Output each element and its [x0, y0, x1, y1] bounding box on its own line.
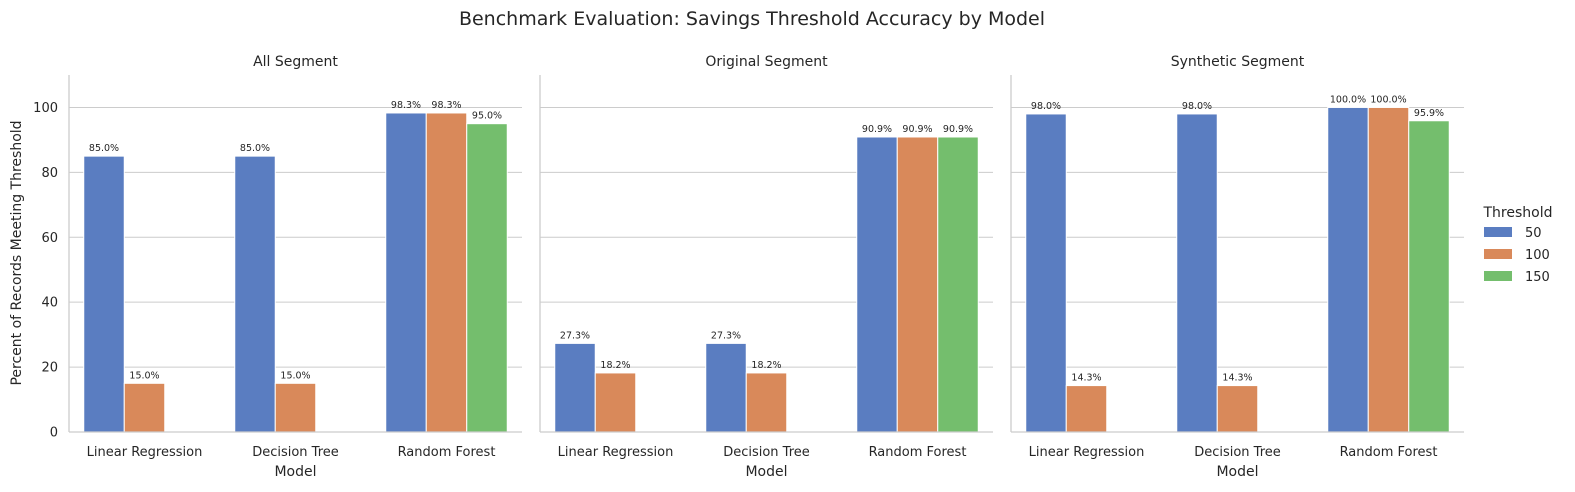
- bar: [274, 382, 317, 433]
- bar: [385, 112, 427, 433]
- panel-2: Original Segment 27.3% 27.3% 90.9% 18.2% 18.2…: [539, 54, 993, 480]
- legend-swatch: [1484, 227, 1512, 237]
- panel-1: All Segment 85.0% 85.0% 98.3% 15.0% 15.0% 98.3…: [33, 54, 522, 480]
- x-tick-label: Decision Tree: [1194, 445, 1281, 460]
- bar-label: 18.2%: [751, 360, 781, 371]
- bar: [745, 372, 788, 433]
- panels: All Segment 85.0% 85.0% 98.3% 15.0% 15.0% 98.3…: [33, 54, 1464, 480]
- bar: [896, 136, 939, 433]
- bar: [1025, 113, 1067, 433]
- bar: [1408, 120, 1450, 433]
- bar-label: 18.2%: [600, 360, 630, 371]
- x-tick-label: Random Forest: [869, 445, 967, 460]
- panel-title: All Segment: [253, 54, 338, 70]
- bar-label: 98.3%: [431, 100, 461, 111]
- bar: [856, 136, 898, 433]
- bar-label: 98.0%: [1031, 101, 1061, 112]
- bar: [594, 372, 637, 433]
- x-tick-label: Decision Tree: [723, 445, 810, 460]
- bar-label: 15.0%: [280, 370, 310, 381]
- y-tick-label: 0: [50, 426, 58, 441]
- bar-label: 98.0%: [1182, 101, 1212, 112]
- y-tick-label: 60: [41, 231, 58, 246]
- bar-label: 27.3%: [560, 330, 590, 341]
- legend-item-label: 50: [1525, 226, 1542, 241]
- x-tick-label: Decision Tree: [252, 445, 339, 460]
- bar: [937, 136, 979, 433]
- legend-swatch: [1484, 271, 1512, 281]
- bar-label: 95.0%: [472, 111, 502, 122]
- panel-3: Synthetic Segment 98.0% 98.0% 100.0% 14.3% 14…: [1010, 54, 1464, 480]
- x-tick-label: Random Forest: [1340, 445, 1438, 460]
- bar-label: 15.0%: [129, 370, 159, 381]
- x-tick-label: Linear Regression: [558, 445, 674, 460]
- bar: [425, 112, 468, 433]
- bar-label: 100.0%: [1370, 94, 1406, 105]
- bar: [1367, 106, 1410, 433]
- legend-title: Threshold: [1483, 205, 1553, 221]
- x-tick-label: Linear Regression: [87, 445, 203, 460]
- x-axis-label: Model: [745, 464, 787, 480]
- legend: Threshold 50 100 150: [1483, 205, 1553, 285]
- bar: [234, 155, 276, 433]
- bar-label: 98.3%: [391, 100, 421, 111]
- bar: [466, 123, 508, 433]
- x-tick-label: Random Forest: [398, 445, 496, 460]
- bar: [1176, 113, 1218, 433]
- bar-label: 100.0%: [1330, 94, 1366, 105]
- bar: [123, 382, 166, 433]
- x-tick-label: Linear Regression: [1029, 445, 1145, 460]
- legend-item-label: 150: [1525, 270, 1550, 285]
- bar: [1216, 385, 1259, 433]
- panel-title: Synthetic Segment: [1171, 54, 1305, 70]
- bar-label: 14.3%: [1222, 373, 1252, 384]
- bar: [83, 155, 125, 433]
- legend-swatch: [1484, 249, 1512, 259]
- x-axis-label: Model: [274, 464, 316, 480]
- bar: [554, 342, 596, 433]
- y-axis-label: Percent of Records Meeting Threshold: [9, 120, 25, 385]
- x-axis-label: Model: [1216, 464, 1258, 480]
- bar-label: 90.9%: [902, 124, 932, 135]
- bar-label: 95.9%: [1414, 108, 1444, 119]
- chart-title: Benchmark Evaluation: Savings Threshold …: [459, 8, 1045, 30]
- legend-item-label: 100: [1525, 248, 1550, 263]
- y-tick-label: 100: [33, 101, 58, 116]
- bar-label: 90.9%: [943, 124, 973, 135]
- bar: [705, 342, 747, 433]
- bar-label: 85.0%: [89, 143, 119, 154]
- panel-title: Original Segment: [705, 54, 828, 70]
- bar: [1327, 106, 1369, 433]
- bar-label: 85.0%: [240, 143, 270, 154]
- bar-label: 14.3%: [1071, 373, 1101, 384]
- bar-label: 90.9%: [862, 124, 892, 135]
- y-tick-label: 80: [41, 166, 58, 181]
- y-tick-label: 20: [41, 361, 58, 376]
- bar-label: 27.3%: [711, 330, 741, 341]
- bar: [1065, 385, 1108, 433]
- y-tick-label: 40: [41, 296, 58, 311]
